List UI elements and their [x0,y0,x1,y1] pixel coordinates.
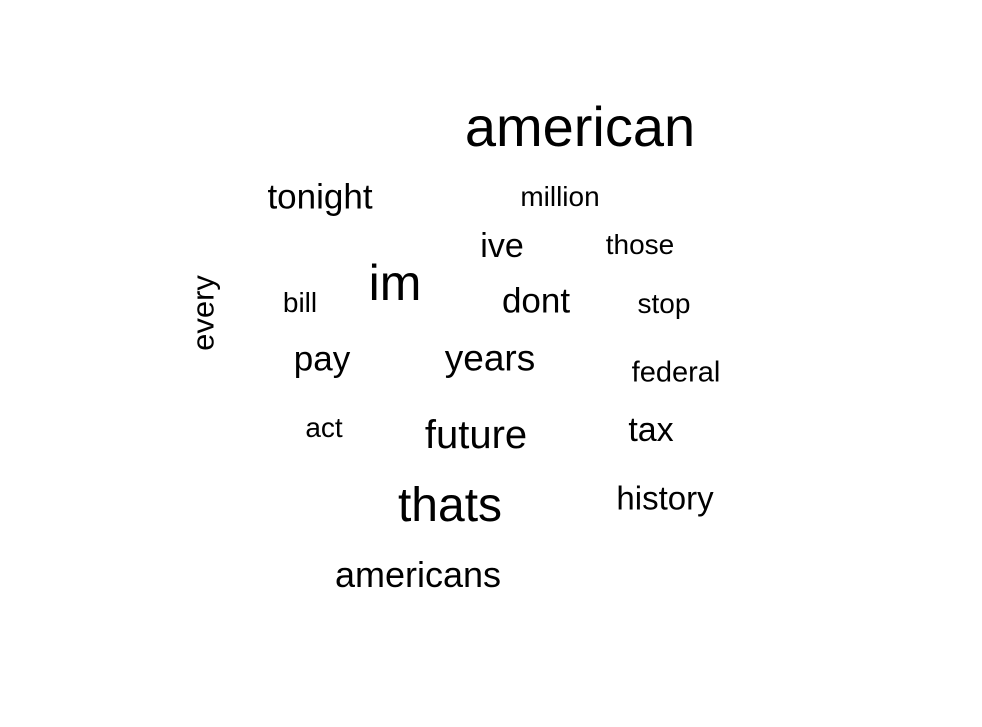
word-ive: ive [480,227,524,265]
word-tax: tax [628,411,674,449]
word-pay: pay [293,339,351,379]
word-future: future [424,413,528,457]
word-bill: bill [282,287,318,318]
word-tonight: tonight [267,177,373,217]
word-americans: americans [334,554,502,595]
word-those: those [605,229,675,260]
word-history: history [616,479,714,517]
word-federal: federal [631,356,721,389]
word-years: years [444,337,536,379]
word-stop: stop [637,288,691,319]
word-every: every [185,275,221,351]
word-american: american [464,95,696,158]
word-im: im [368,255,422,311]
word-thats: thats [397,479,503,532]
word-dont: dont [501,281,571,321]
word-act: act [305,412,343,443]
word-million: million [520,181,600,212]
